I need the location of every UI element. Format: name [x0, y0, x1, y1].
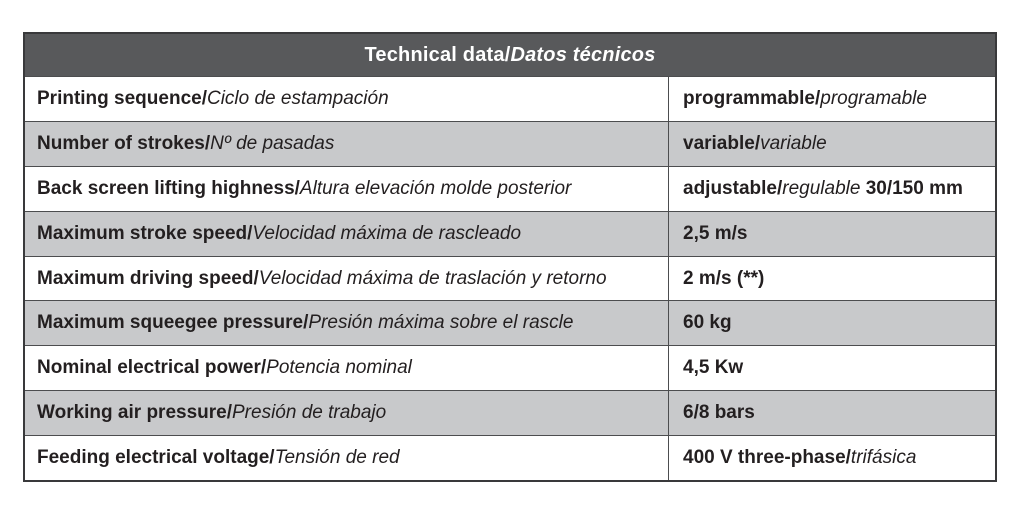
label-es: Altura elevación molde posterior [299, 177, 572, 199]
value-cell: programmable/programable [668, 77, 995, 121]
label-cell: Number of strokes/Nº de pasadas [25, 122, 668, 166]
label-es: Velocidad máxima de traslación y retorno [258, 267, 607, 289]
value-en: 2,5 m/s [683, 222, 748, 244]
value-en: 6/8 bars [683, 402, 755, 424]
table-row: Maximum squeegee pressure/Presión máxima… [25, 300, 995, 346]
label-en: Maximum driving speed/ [37, 267, 259, 289]
value-en: adjustable/ [683, 177, 783, 199]
label-es: Presión máxima sobre el rascle [308, 312, 574, 334]
table-row: Nominal electrical power/Potencia nomina… [25, 345, 995, 391]
value-cell: 6/8 bars [668, 391, 995, 436]
table-row: Maximum stroke speed/Velocidad máxima de… [25, 210, 995, 256]
label-en: Printing sequence/ [37, 87, 207, 109]
label-en: Number of strokes/ [37, 132, 211, 154]
value-es: regulable [782, 177, 861, 199]
label-es: Ciclo de estampación [206, 87, 389, 109]
table-title-es: Datos técnicos [510, 43, 656, 66]
value-en: variable/ [683, 132, 761, 154]
value-cell: 400 V three-phase/trifásica [668, 436, 995, 481]
value-en: 4,5 Kw [683, 357, 744, 379]
label-en: Feeding electrical voltage/ [37, 447, 275, 469]
table-row: Printing sequence/Ciclo de estampación p… [25, 76, 995, 121]
table-row: Feeding electrical voltage/Tensión de re… [25, 435, 995, 481]
label-en: Working air pressure/ [37, 402, 232, 424]
label-en: Back screen lifting highness/ [37, 177, 300, 199]
value-cell: variable/variable [668, 121, 995, 166]
label-cell: Maximum stroke speed/Velocidad máxima de… [25, 212, 668, 256]
value-es: programable [820, 87, 927, 109]
label-en: Maximum stroke speed/ [37, 222, 253, 244]
label-en: Maximum squeegee pressure/ [37, 312, 309, 334]
value-es: trifásica [850, 447, 917, 469]
label-es: Tensión de red [274, 447, 400, 469]
label-cell: Feeding electrical voltage/Tensión de re… [25, 436, 668, 480]
label-cell: Nominal electrical power/Potencia nomina… [25, 346, 668, 390]
value-cell: adjustable/regulable 30/150 mm [668, 166, 995, 211]
technical-data-table: Technical data/Datos técnicos Printing s… [23, 32, 997, 482]
value-en: 60 kg [683, 312, 732, 334]
label-cell: Maximum squeegee pressure/Presión máxima… [25, 301, 668, 345]
label-cell: Working air pressure/Presión de trabajo [25, 391, 668, 435]
value-en: programmable/ [683, 87, 821, 109]
table-title-en: Technical data/ [364, 43, 511, 66]
value-cell: 2,5 m/s [668, 211, 995, 256]
label-es: Velocidad máxima de rascleado [252, 222, 522, 244]
table-row: Back screen lifting highness/Altura elev… [25, 165, 995, 211]
value-suffix: 30/150 mm [860, 177, 963, 199]
value-en: 2 m/s (**) [683, 267, 765, 289]
table-row: Working air pressure/Presión de trabajo … [25, 390, 995, 436]
value-cell: 4,5 Kw [668, 346, 995, 391]
label-cell: Back screen lifting highness/Altura elev… [25, 167, 668, 211]
label-cell: Maximum driving speed/Velocidad máxima d… [25, 257, 668, 301]
label-es: Potencia nominal [266, 357, 412, 379]
value-cell: 60 kg [668, 301, 995, 346]
label-es: Nº de pasadas [210, 132, 335, 154]
table-row: Number of strokes/Nº de pasadas variable… [25, 120, 995, 166]
table-row: Maximum driving speed/Velocidad máxima d… [25, 255, 995, 301]
label-cell: Printing sequence/Ciclo de estampación [25, 77, 668, 121]
value-es: variable [760, 132, 827, 154]
table-header: Technical data/Datos técnicos [25, 34, 995, 76]
label-es: Presión de trabajo [232, 402, 387, 424]
value-cell: 2 m/s (**) [668, 256, 995, 301]
value-en: 400 V three-phase/ [683, 447, 851, 469]
label-en: Nominal electrical power/ [37, 357, 267, 379]
